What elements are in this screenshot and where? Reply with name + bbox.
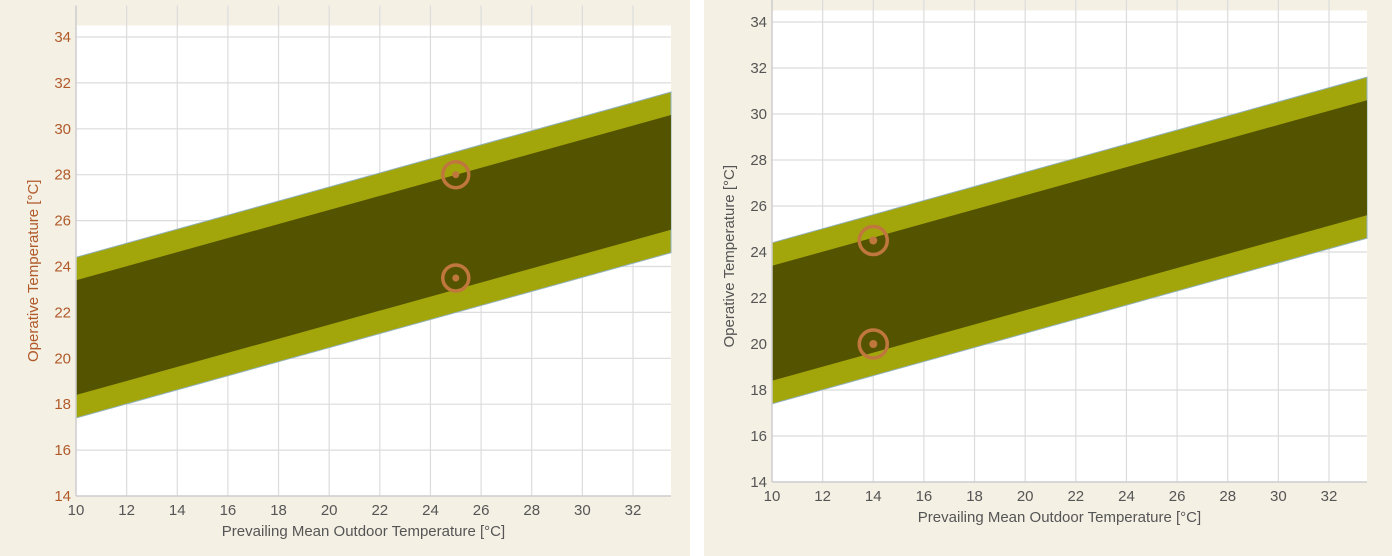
x-tick-label: 16 (220, 502, 237, 519)
x-tick-label: 20 (321, 502, 338, 519)
x-tick-label: 16 (916, 488, 933, 505)
x-tick-label: 12 (118, 502, 135, 519)
x-axis-title: Prevailing Mean Outdoor Temperature [°C] (918, 509, 1201, 526)
y-tick-label: 34 (750, 14, 767, 31)
data-point-dot (452, 171, 460, 179)
data-point-dot (452, 274, 460, 282)
y-tick-label: 20 (54, 350, 71, 367)
data-point (441, 159, 471, 190)
x-tick-label: 10 (68, 502, 85, 519)
y-tick-label: 32 (750, 60, 767, 77)
data-point-ring (857, 224, 890, 257)
x-tick-label: 18 (966, 488, 983, 505)
y-tick-label: 28 (54, 167, 71, 184)
x-tick-label: 22 (371, 502, 388, 519)
y-tick-label: 24 (54, 259, 71, 276)
x-tick-label: 28 (1219, 488, 1236, 505)
x-tick-label: 12 (814, 488, 831, 505)
data-point-dot (869, 236, 878, 245)
y-axis-title: Operative Temperature [°C] (721, 165, 738, 347)
comfort-band-90 (76, 115, 671, 396)
y-tick-label: 14 (750, 474, 767, 491)
y-tick-label: 16 (54, 442, 71, 459)
y-tick-label: 20 (750, 336, 767, 353)
x-tick-label: 28 (523, 502, 540, 519)
x-tick-label: 14 (865, 488, 882, 505)
x-tick-label: 24 (1118, 488, 1135, 505)
y-tick-label: 16 (750, 428, 767, 445)
data-point-ring (857, 328, 890, 360)
y-tick-label: 14 (54, 488, 71, 505)
x-tick-label: 26 (473, 502, 490, 519)
x-tick-label: 14 (169, 502, 186, 519)
y-tick-label: 18 (750, 382, 767, 399)
y-tick-label: 30 (750, 106, 767, 123)
x-tick-label: 26 (1169, 488, 1186, 505)
data-point (857, 328, 890, 360)
data-point-dot (869, 340, 878, 348)
x-tick-label: 24 (422, 502, 439, 519)
panel-divider (690, 0, 704, 556)
data-point-ring (441, 263, 471, 293)
x-tick-label: 30 (574, 502, 591, 519)
x-tick-label: 22 (1067, 488, 1084, 505)
x-tick-label: 30 (1270, 488, 1287, 505)
y-tick-label: 22 (750, 290, 767, 307)
left-chart-panel: 10 12 14 16 18 20 22 24 26 28 30 32 14 16 18 20 22 24 26 28… (0, 0, 690, 556)
y-tick-label: 30 (54, 121, 71, 138)
x-tick-label: 32 (1321, 488, 1338, 505)
y-tick-label: 18 (54, 396, 71, 413)
data-point-ring (441, 159, 471, 190)
comfort-band-90 (772, 100, 1367, 381)
y-tick-label: 26 (750, 198, 767, 215)
data-point (441, 263, 471, 293)
y-tick-label: 24 (750, 244, 767, 261)
data-point (857, 224, 890, 257)
right-chart: 10 12 14 16 18 20 22 24 26 28 30 32 14 16 18 20 22 24 26 28… (721, 0, 1368, 526)
x-axis-title: Prevailing Mean Outdoor Temperature [°C] (222, 523, 505, 540)
y-tick-label: 22 (54, 304, 71, 321)
left-chart: 10 12 14 16 18 20 22 24 26 28 30 32 14 16 18 20 22 24 26 28… (25, 5, 672, 540)
x-tick-label: 20 (1017, 488, 1034, 505)
x-tick-label: 10 (764, 488, 781, 505)
y-tick-label: 26 (54, 213, 71, 230)
y-tick-label: 32 (54, 75, 71, 92)
y-axis-title: Operative Temperature [°C] (25, 180, 42, 362)
y-tick-label: 28 (750, 152, 767, 169)
x-tick-label: 32 (625, 502, 642, 519)
right-chart-panel: 10 12 14 16 18 20 22 24 26 28 30 32 14 16 18 20 22 24 26 28… (704, 0, 1392, 556)
y-tick-label: 34 (54, 29, 71, 46)
x-tick-label: 18 (270, 502, 287, 519)
